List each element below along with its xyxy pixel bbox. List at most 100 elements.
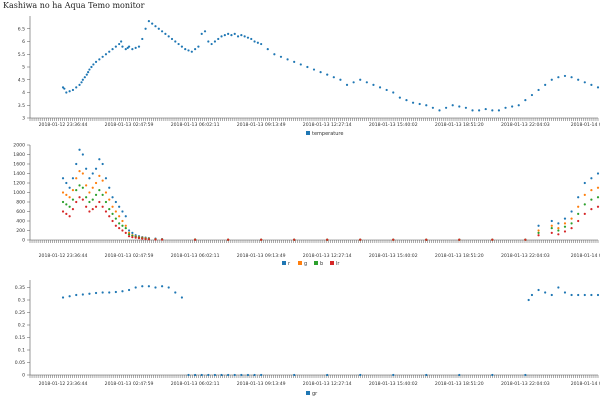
data-point	[111, 48, 114, 51]
data-point	[98, 200, 101, 204]
data-point	[227, 32, 230, 35]
data-point	[144, 237, 147, 241]
data-point	[121, 210, 124, 213]
series-r	[61, 148, 600, 241]
data-point	[111, 205, 114, 208]
y-tick-label: 0.35	[15, 285, 25, 291]
x-tick-label: 2018-01-13 15:40:02	[369, 253, 418, 259]
chart-panel-2: 0 0.05 0.1 0.15 0.2 0.25 0.3 0.35 2018-01-12 23:…	[15, 280, 600, 397]
data-point	[352, 81, 355, 84]
data-point	[104, 177, 108, 180]
legend-label: g	[304, 261, 307, 267]
data-point	[491, 238, 494, 241]
data-point	[596, 205, 600, 208]
data-point	[392, 238, 395, 241]
data-point	[524, 373, 527, 377]
data-point	[68, 196, 71, 199]
data-point	[372, 83, 375, 86]
data-point	[359, 238, 362, 241]
data-point	[312, 68, 316, 71]
x-tick-label: 2018-01-13 06:02:11	[171, 253, 220, 259]
x-tick-label: 2018-01-13 09:13:49	[237, 122, 286, 128]
data-point	[134, 236, 137, 239]
x-tick-label: 2018-01-12 23:36:44	[39, 122, 88, 128]
data-point	[563, 217, 567, 220]
data-point	[147, 238, 150, 241]
data-point	[596, 86, 600, 89]
data-point	[583, 212, 586, 215]
data-point	[85, 184, 88, 187]
data-point	[160, 285, 164, 288]
data-point	[590, 189, 593, 192]
data-point	[418, 102, 421, 106]
data-point	[458, 373, 461, 377]
data-point	[114, 200, 117, 204]
data-point	[108, 291, 111, 294]
x-tick-label: 2018-01-13 12:27:14	[303, 253, 352, 259]
data-point	[596, 186, 600, 189]
data-point	[94, 181, 98, 185]
data-point	[200, 32, 203, 35]
data-point	[88, 68, 91, 71]
data-point	[127, 235, 131, 238]
data-point	[121, 224, 124, 227]
data-point	[511, 105, 514, 108]
data-point	[98, 58, 101, 61]
data-point	[187, 49, 190, 52]
data-point	[583, 181, 586, 185]
x-tick-label: 2018-01-13 02:47:59	[105, 122, 154, 128]
data-point	[121, 229, 124, 232]
y-tick-label: 3.5	[18, 103, 25, 109]
data-point	[85, 196, 88, 199]
data-point	[557, 222, 560, 225]
y-tick-label: 0.25	[15, 310, 25, 316]
data-point	[85, 73, 88, 76]
data-point	[345, 83, 349, 86]
y-tick-label: 0.15	[15, 335, 25, 341]
data-point	[170, 37, 174, 41]
data-point	[203, 30, 207, 33]
x-minor-ticks	[29, 240, 599, 243]
data-point	[88, 210, 91, 213]
data-point	[180, 296, 184, 299]
data-point	[75, 86, 78, 89]
x-tick-label: 2018-01-13 15:40:02	[369, 122, 418, 128]
data-point	[544, 291, 547, 294]
series-b	[61, 184, 600, 241]
data-point	[88, 177, 91, 180]
data-point	[537, 88, 540, 92]
legend-swatch	[306, 131, 310, 135]
x-tick-label: 2018-01-13 06:02:11	[171, 381, 220, 387]
data-point	[243, 35, 246, 38]
data-point	[120, 40, 123, 43]
y-tick-label: 4.5	[18, 77, 25, 83]
data-point	[550, 293, 553, 297]
legend-label: r	[288, 261, 291, 267]
series-lr	[61, 196, 600, 241]
data-point	[557, 227, 560, 230]
data-point	[250, 37, 253, 41]
y-tick-label: 1600	[13, 162, 25, 168]
data-point	[326, 73, 329, 76]
data-point	[425, 373, 428, 377]
data-point	[458, 105, 461, 108]
data-point	[596, 172, 600, 175]
data-point	[197, 45, 200, 48]
data-point	[131, 236, 134, 239]
data-point	[68, 295, 71, 298]
data-point	[124, 227, 127, 230]
data-point	[75, 177, 78, 180]
data-point	[71, 198, 75, 201]
legend-swatch	[306, 391, 310, 395]
data-point	[101, 193, 104, 196]
data-point	[71, 177, 75, 180]
data-point	[127, 45, 131, 48]
data-point	[141, 285, 144, 288]
legend-swatch	[298, 261, 302, 265]
data-point	[570, 76, 573, 79]
data-point	[590, 208, 593, 211]
data-point	[121, 219, 124, 223]
data-point	[184, 48, 187, 51]
data-point	[151, 22, 154, 25]
data-point	[127, 288, 131, 292]
